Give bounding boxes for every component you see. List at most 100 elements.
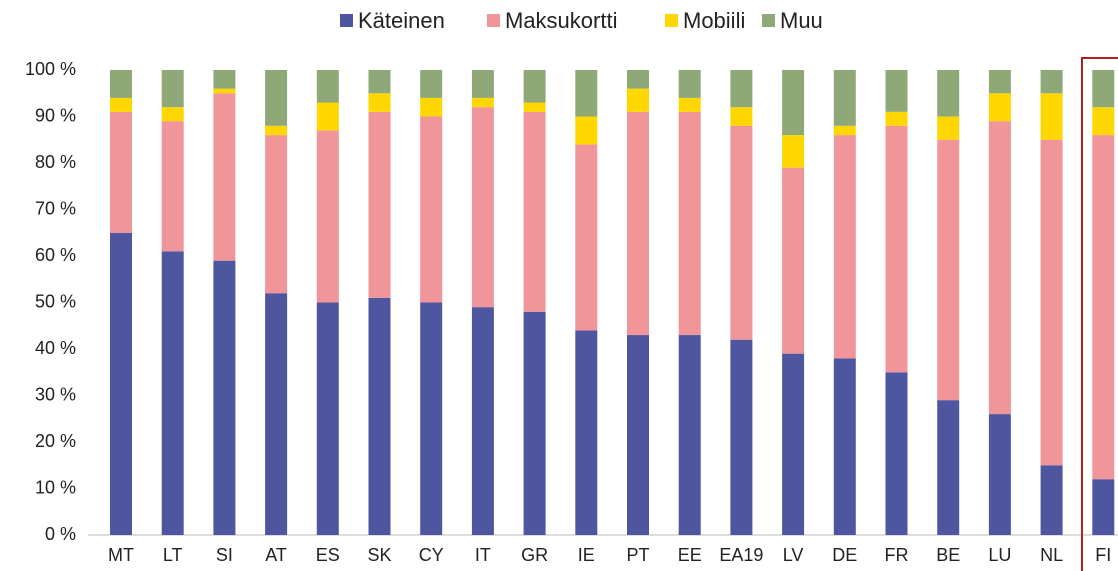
y-tick-label: 10 % — [35, 477, 76, 497]
bar-segment — [627, 335, 649, 535]
bar-segment — [833, 125, 856, 136]
bar-segment — [730, 70, 753, 108]
y-tick-label: 60 % — [35, 245, 76, 265]
bar-segment — [627, 111, 649, 336]
bar-segment — [110, 111, 132, 233]
bar-segment — [110, 232, 132, 535]
x-tick-label: IE — [578, 545, 595, 565]
x-tick-label: FI — [1095, 545, 1111, 565]
bar-segment — [937, 70, 960, 117]
bar-segment — [988, 414, 1011, 535]
y-tick-label: 40 % — [35, 338, 76, 358]
bar-segment — [937, 400, 960, 535]
bar-segment — [523, 111, 546, 312]
bar-segment — [730, 107, 753, 126]
bar-segment — [161, 251, 184, 535]
bar-segment — [420, 70, 443, 98]
bar-segment — [523, 311, 546, 535]
x-tick-label: LT — [163, 545, 183, 565]
bar-segment — [420, 97, 443, 117]
legend-swatch — [762, 14, 775, 27]
y-tick-label: 50 % — [35, 291, 76, 311]
bar-segment — [988, 93, 1011, 122]
bar-segment — [730, 125, 753, 340]
bar-segment — [627, 88, 649, 112]
bar-segment — [1092, 107, 1115, 136]
bar-segment — [988, 121, 1011, 415]
x-tick-label: MT — [108, 545, 134, 565]
bar-segment — [575, 330, 598, 535]
bar-segment — [833, 70, 856, 126]
x-tick-label: CY — [419, 545, 444, 565]
legend-swatch — [340, 14, 353, 27]
bar-segment — [1092, 135, 1115, 480]
bar-segment — [678, 111, 701, 336]
x-tick-label: EE — [678, 545, 702, 565]
bar-segment — [420, 302, 443, 535]
bar-segment — [575, 70, 598, 117]
bar-segment — [678, 70, 701, 98]
bar-segment — [213, 88, 236, 94]
x-tick-label: GR — [521, 545, 548, 565]
legend-label: Maksukortti — [505, 8, 617, 33]
bar-segment — [885, 70, 908, 112]
bar-segment — [575, 144, 598, 331]
bar-segment — [833, 135, 856, 359]
bar-segment — [213, 260, 236, 535]
y-tick-label: 90 % — [35, 105, 76, 125]
x-tick-label: BE — [936, 545, 960, 565]
x-tick-label: LV — [783, 545, 804, 565]
bar-segment — [110, 70, 132, 98]
x-tick-label: LU — [988, 545, 1011, 565]
bar-segment — [213, 70, 236, 89]
bar-segment — [833, 358, 856, 535]
x-tick-label: EA19 — [719, 545, 763, 565]
bar-segment — [1040, 139, 1063, 466]
bar-segment — [885, 372, 908, 535]
bar-segment — [161, 70, 184, 108]
bar-segment — [316, 302, 339, 535]
bar-segment — [265, 135, 288, 294]
bar-segment — [213, 93, 236, 261]
y-tick-label: 30 % — [35, 384, 76, 404]
bar-segment — [885, 111, 908, 126]
bar-segment — [627, 70, 649, 89]
bar-segment — [316, 70, 339, 103]
bar-segment — [471, 70, 494, 98]
x-tick-label: AT — [265, 545, 287, 565]
legend-swatch — [665, 14, 678, 27]
bar-segment — [678, 97, 701, 112]
bar-segment — [1092, 479, 1115, 535]
bar-segment — [782, 353, 805, 535]
x-tick-label: ES — [316, 545, 340, 565]
bar-segment — [937, 139, 960, 401]
x-tick-label: SI — [216, 545, 233, 565]
x-tick-label: SK — [367, 545, 391, 565]
bar-segment — [110, 97, 132, 112]
bar-segment — [1092, 70, 1115, 108]
bar-segment — [265, 125, 288, 136]
y-tick-label: 100 % — [25, 59, 76, 79]
bar-segment — [523, 70, 546, 103]
x-tick-label: IT — [475, 545, 491, 565]
legend-label: Käteinen — [358, 8, 445, 33]
bar-segment — [368, 111, 391, 298]
bar-segment — [161, 121, 184, 252]
bar-segment — [523, 102, 546, 112]
bar-segment — [161, 107, 184, 122]
bar-segment — [265, 70, 288, 126]
x-tick-label: PT — [626, 545, 649, 565]
bar-segment — [782, 70, 805, 136]
bar-segment — [678, 335, 701, 535]
bar-segment — [730, 339, 753, 535]
bar-segment — [265, 293, 288, 535]
y-tick-label: 20 % — [35, 431, 76, 451]
bar-segment — [782, 167, 805, 354]
legend-swatch — [487, 14, 500, 27]
bar-segment — [937, 116, 960, 140]
y-tick-label: 70 % — [35, 198, 76, 218]
bar-segment — [988, 70, 1011, 94]
bar-segment — [1040, 465, 1063, 535]
bar-segment — [575, 116, 598, 145]
